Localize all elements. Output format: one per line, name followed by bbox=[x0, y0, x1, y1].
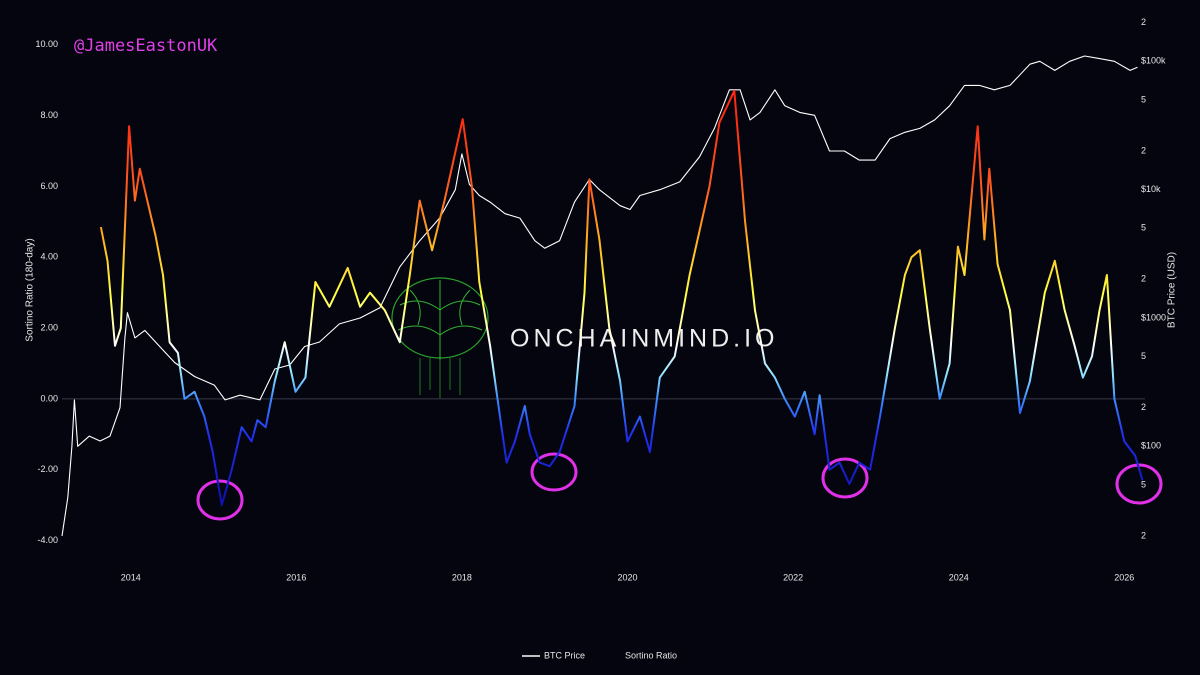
y2-tick-label: 2 bbox=[1141, 530, 1146, 540]
handle: @JamesEastonUK bbox=[74, 36, 218, 56]
y2-tick-label: 5 bbox=[1141, 479, 1146, 489]
y2-axis-title: BTC Price (USD) bbox=[1167, 252, 1178, 328]
y2-tick-label: 2 bbox=[1141, 274, 1146, 284]
y-tick-label: 6.00 bbox=[40, 181, 58, 191]
y-tick-label: 8.00 bbox=[40, 110, 58, 120]
x-tick-label: 2020 bbox=[617, 572, 637, 582]
y2-tick-label: $100k bbox=[1141, 56, 1166, 66]
y-tick-label: 10.00 bbox=[35, 39, 58, 49]
y2-tick-label: $1000 bbox=[1141, 312, 1166, 322]
legend-label: BTC Price bbox=[544, 650, 585, 660]
x-tick-label: 2018 bbox=[452, 572, 472, 582]
y-tick-label: -2.00 bbox=[37, 464, 58, 474]
y2-tick-label: 2 bbox=[1141, 17, 1146, 27]
y2-tick-label: 2 bbox=[1141, 145, 1146, 155]
y-tick-label: 2.00 bbox=[40, 322, 58, 332]
series-line bbox=[99, 89, 1144, 507]
legend-label: Sortino Ratio bbox=[625, 650, 677, 660]
y2-tick-label: $100 bbox=[1141, 441, 1161, 451]
x-tick-label: 2016 bbox=[286, 572, 306, 582]
x-tick-label: 2026 bbox=[1114, 572, 1134, 582]
y-tick-label: 0.00 bbox=[40, 393, 58, 403]
y2-tick-label: $10k bbox=[1141, 184, 1161, 194]
x-tick-label: 2014 bbox=[121, 572, 141, 582]
y-tick-label: -4.00 bbox=[37, 535, 58, 545]
brain-logo bbox=[391, 277, 489, 398]
circles bbox=[196, 452, 1163, 521]
y-tick-label: 4.00 bbox=[40, 252, 58, 262]
watermark: ONCHAINMIND.IO bbox=[510, 325, 779, 353]
series-line bbox=[61, 55, 1138, 537]
x-tick-label: 2022 bbox=[783, 572, 803, 582]
y2-tick-label: 5 bbox=[1141, 223, 1146, 233]
x-tick-label: 2024 bbox=[949, 572, 969, 582]
y2-tick-label: 5 bbox=[1141, 351, 1146, 361]
y2-tick-label: 2 bbox=[1141, 402, 1146, 412]
y2-tick-label: 5 bbox=[1141, 94, 1146, 104]
y-axis-title: Sortino Ratio (180-day) bbox=[25, 238, 36, 341]
